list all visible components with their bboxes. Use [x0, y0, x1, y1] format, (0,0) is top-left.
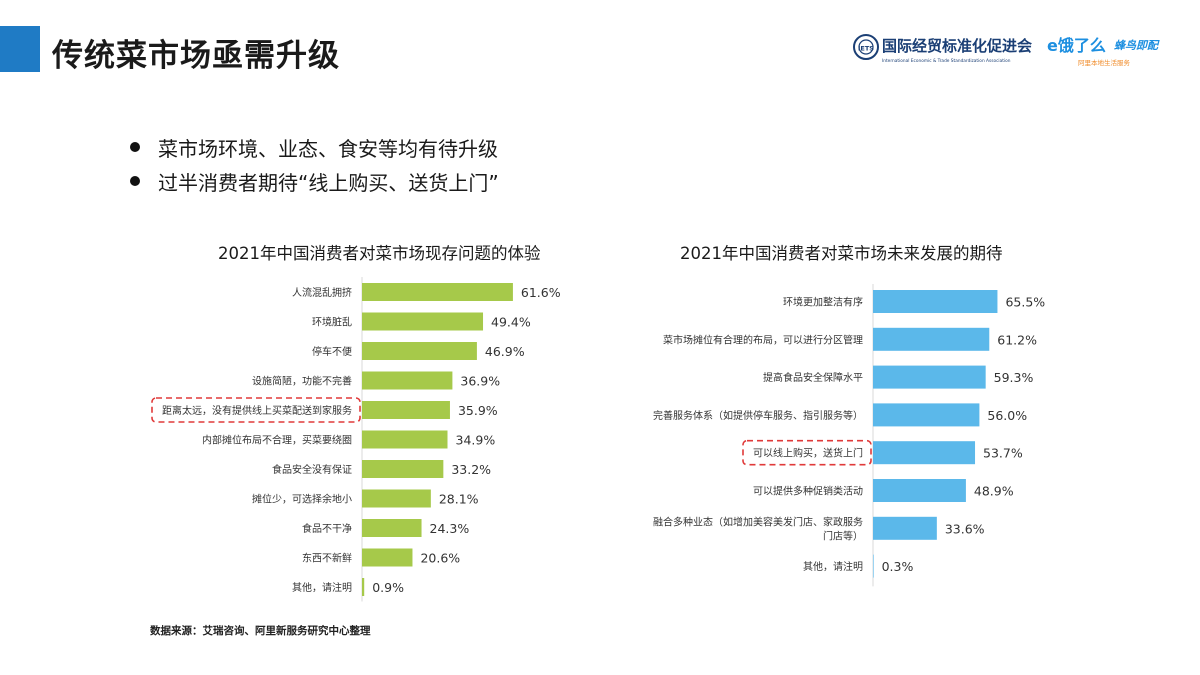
category-label: 菜市场摊位有合理的布局，可以进行分区管理 [663, 333, 863, 346]
bullet-list: 菜市场环境、业态、食安等均有待升级 过半消费者期待“线上购买、送货上门” [130, 130, 499, 198]
bar [362, 312, 484, 331]
logo-tagline: 阿里本地生活服务 [1078, 58, 1131, 67]
data-label: 65.5% [1005, 295, 1045, 310]
data-label: 24.3% [430, 521, 470, 536]
bar [873, 441, 976, 465]
bar [362, 371, 453, 390]
source-note: 数据来源：艾瑞咨询、阿里新服务研究中心整理 [150, 625, 371, 637]
chart-title-expectations: 2021年中国消费者对菜市场未来发展的期待 [680, 244, 1003, 263]
data-label: 34.9% [456, 433, 496, 448]
category-label: 东西不新鲜 [302, 552, 352, 565]
category-label: 其他，请注明 [292, 581, 352, 594]
data-label: 33.6% [945, 521, 985, 536]
data-label: 33.2% [451, 462, 491, 477]
title-accent-bar [0, 26, 40, 72]
category-label: 提高食品安全保障水平 [763, 371, 863, 384]
category-label: 环境脏乱 [312, 316, 352, 329]
bar [873, 365, 986, 389]
bar [362, 283, 513, 301]
data-label: 61.2% [997, 332, 1037, 347]
category-label: 设施简陋，功能不完善 [252, 375, 352, 388]
bar [362, 460, 444, 478]
bar [362, 342, 477, 360]
org-name-en: International Economic & Trade Standardi… [882, 58, 1011, 64]
category-label: 食品不干净 [302, 522, 352, 535]
bar [362, 548, 413, 567]
problems-bar-chart: 61.6% 人流混乱拥挤 49.4% 环境脏乱 46.9% 停车不便 36.9% 设施简陋，功… [151, 277, 561, 602]
category-label: 停车不便 [312, 345, 352, 358]
page-title: 传统菜市场亟需升级 [52, 38, 340, 74]
bar [873, 479, 966, 502]
data-label: 35.9% [458, 403, 498, 418]
eleme-logo-icon: e饿了么 [1047, 36, 1106, 55]
category-label: 可以线上购买，送货上门 [753, 447, 863, 460]
bar [873, 554, 874, 578]
data-label: 53.7% [983, 446, 1023, 461]
data-label: 48.9% [974, 484, 1014, 499]
data-label: 0.3% [882, 559, 914, 574]
category-label: 其他，请注明 [803, 560, 863, 573]
bullet-dot-icon [130, 142, 140, 152]
category-label: 环境更加整洁有序 [783, 296, 863, 309]
data-label: 49.4% [491, 315, 531, 330]
data-label: 56.0% [987, 408, 1027, 423]
data-label: 0.9% [372, 580, 404, 595]
category-label: 融合多种业态（如增加美容美发门店、家政服务 [653, 515, 863, 528]
bullet-text: 菜市场环境、业态、食安等均有待升级 [158, 136, 498, 161]
bullet-item: 菜市场环境、业态、食安等均有待升级 [130, 130, 499, 164]
bar [873, 327, 990, 351]
freshippo-logo-text: 蜂鸟即配 [1114, 39, 1160, 52]
iets-logo-icon: IETS [853, 34, 879, 60]
bar [362, 519, 422, 537]
category-label: 人流混乱拥挤 [292, 286, 352, 299]
bullet-item: 过半消费者期待“线上购买、送货上门” [130, 164, 499, 198]
category-label: 摊位少，可选择余地小 [252, 493, 352, 506]
eleme-logo-text: e饿了么 [1047, 36, 1106, 55]
bullet-text: 过半消费者期待“线上购买、送货上门” [158, 170, 499, 195]
data-label: 61.6% [521, 285, 561, 300]
org-icon-text: IETS [858, 45, 874, 53]
bar [362, 401, 450, 419]
data-label: 28.1% [439, 492, 479, 507]
freshippo-logo-icon: 蜂鸟即配 [1114, 39, 1160, 52]
category-label: 距离太远，没有提供线上买菜配送到家服务 [162, 404, 352, 417]
expectations-bar-chart: 65.5% 环境更加整洁有序 61.2% 菜市场摊位有合理的布局，可以进行分区管理 59… [653, 284, 1045, 587]
category-label: 完善服务体系（如提供停车服务、指引服务等） [653, 409, 863, 422]
data-label: 36.9% [460, 374, 500, 389]
org-name-cn: 国际经贸标准化促进会 [882, 37, 1032, 55]
category-label: 可以提供多种促销类活动 [753, 485, 863, 498]
bullet-dot-icon [130, 176, 140, 186]
logo-group: IETS 国际经贸标准化促进会 International Economic &… [853, 34, 1160, 67]
data-label: 59.3% [994, 370, 1034, 385]
highlight-box [742, 439, 872, 466]
data-label: 46.9% [485, 344, 525, 359]
category-label: 门店等） [823, 529, 863, 542]
bar [362, 578, 365, 596]
highlight-box [151, 397, 361, 423]
bar [873, 290, 998, 313]
category-label: 食品安全没有保证 [272, 463, 352, 476]
bar [873, 403, 980, 427]
bar [362, 489, 431, 508]
category-label: 内部摊位布局不合理，买菜要绕圈 [202, 434, 352, 447]
data-label: 20.6% [420, 551, 460, 566]
chart-title-problems: 2021年中国消费者对菜市场现存问题的体验 [218, 244, 541, 263]
bar [362, 430, 448, 449]
bar [873, 516, 937, 540]
